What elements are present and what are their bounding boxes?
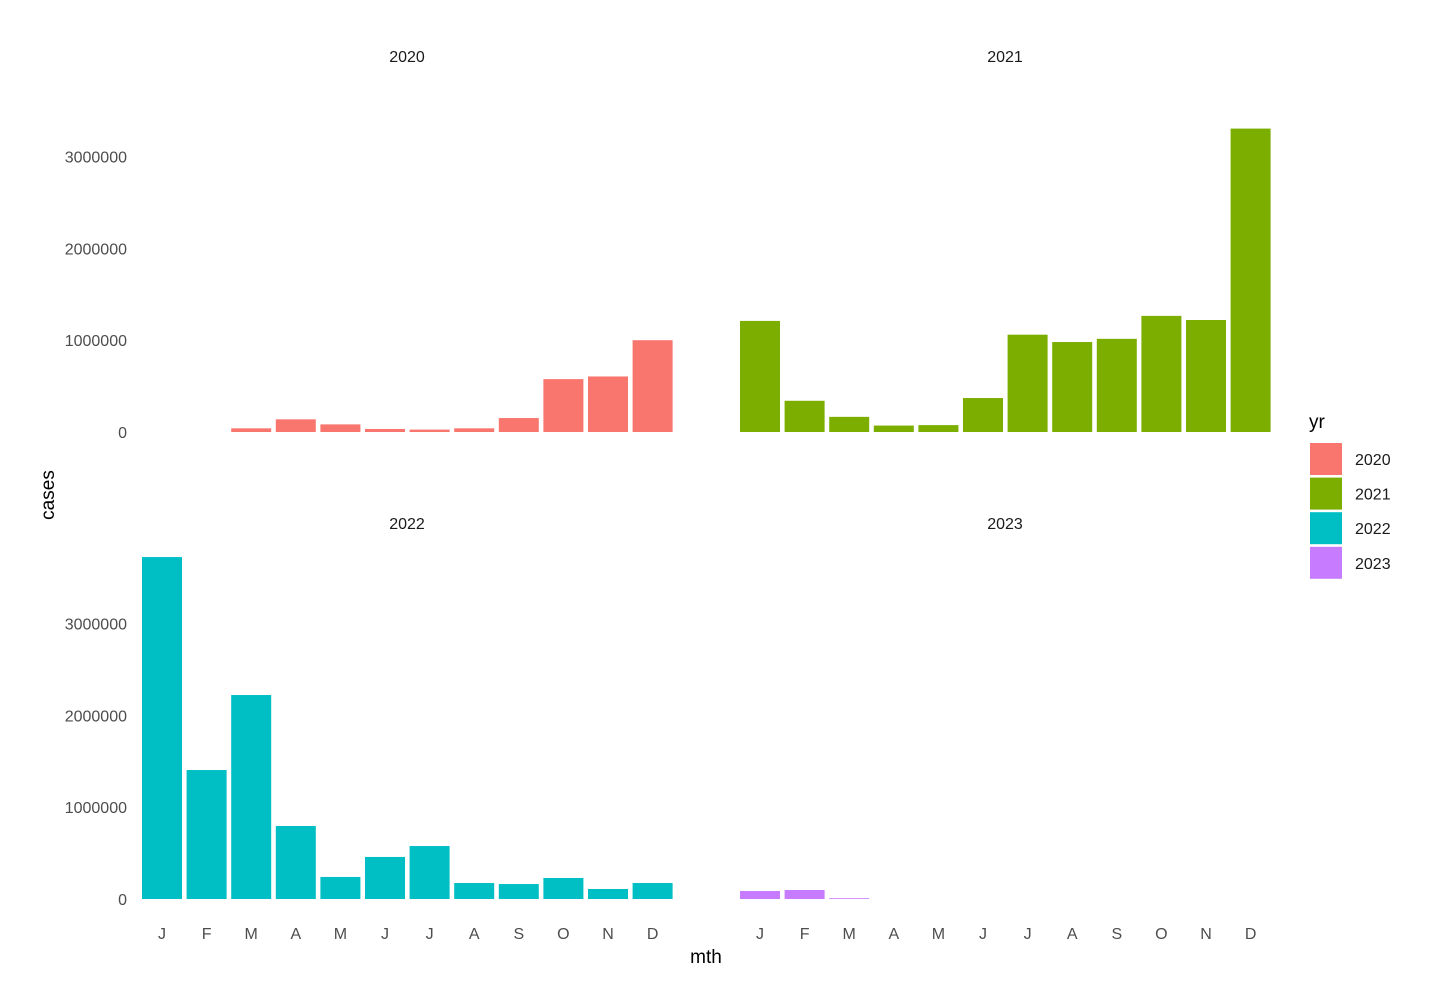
bar-2022-8 [498, 884, 539, 899]
legend-key-2022 [1310, 512, 1342, 545]
x-tick-label: N [602, 926, 614, 943]
x-tick-label: A [888, 926, 899, 943]
panel-title: 2021 [987, 49, 1023, 66]
bar-2023-0 [740, 891, 780, 899]
x-tick-label: J [756, 926, 764, 943]
x-tick-label: J [158, 926, 166, 943]
bar-2022-10 [588, 888, 628, 899]
bar-2020-9 [543, 379, 584, 432]
legend-label: 2020 [1355, 452, 1391, 469]
y-tick-label: 1000000 [65, 800, 127, 817]
bar-2022-3 [275, 826, 316, 899]
x-tick-label: D [647, 926, 659, 943]
bar-2021-6 [1007, 334, 1048, 432]
bar-2021-4 [918, 425, 959, 432]
bar-2020-10 [588, 376, 628, 432]
x-tick-label: J [381, 926, 389, 943]
bar-2021-5 [963, 398, 1003, 432]
bar-2021-7 [1052, 342, 1093, 432]
legend-key-2021 [1310, 477, 1342, 510]
bar-2021-10 [1186, 320, 1226, 432]
bar-2021-8 [1096, 338, 1137, 432]
panel-2020: 2020 0 1000000 2000000 3000000 [65, 49, 673, 442]
bar-2020-6 [409, 429, 450, 432]
panel-title: 2020 [389, 49, 425, 66]
bar-2020-3 [275, 419, 316, 432]
x-tick-label: A [469, 926, 480, 943]
bar-2022-11 [632, 883, 673, 899]
x-tick-label: A [1067, 926, 1078, 943]
x-tick-label: J [1024, 926, 1032, 943]
x-tick-label: M [843, 926, 856, 943]
bar-2021-3 [873, 425, 914, 432]
panel-2023: 2023 J F M A M J J A S O N D [740, 516, 1256, 943]
bar-2021-2 [829, 416, 870, 432]
panel-2021: 2021 [740, 49, 1271, 432]
bar-2021-9 [1141, 315, 1182, 432]
x-tick-label: S [1111, 926, 1122, 943]
panel-title: 2023 [987, 516, 1023, 533]
x-tick-label: O [1155, 926, 1167, 943]
x-tick-label: F [202, 926, 212, 943]
y-tick-label: 0 [118, 892, 127, 909]
legend-key-2020 [1310, 443, 1342, 475]
x-tick-label: M [334, 926, 347, 943]
panel-2022: 2022 0 1000000 2000000 3000000 J F M A M J J A S O N D [65, 516, 673, 943]
y-tick-label: 3000000 [65, 150, 127, 167]
x-axis-title: mth [690, 947, 722, 968]
x-tick-label: M [245, 926, 258, 943]
bar-2020-4 [320, 424, 361, 432]
bar-2020-7 [454, 428, 495, 432]
bar-2020-2 [231, 428, 272, 432]
panel-title: 2022 [389, 516, 425, 533]
bar-2021-0 [740, 320, 780, 432]
x-tick-label: F [800, 926, 810, 943]
bar-2022-5 [365, 856, 405, 899]
legend-label: 2023 [1355, 556, 1391, 573]
y-tick-label: 0 [118, 425, 127, 442]
bar-2022-1 [186, 770, 227, 899]
bar-2021-1 [784, 400, 825, 432]
y-axis-title: cases [38, 470, 59, 520]
bar-2022-4 [320, 876, 361, 899]
x-tick-label: J [979, 926, 987, 943]
bar-2021-11 [1230, 128, 1271, 432]
x-tick-label: O [557, 926, 569, 943]
bar-2023-2 [829, 898, 870, 899]
x-tick-label: M [932, 926, 945, 943]
x-tick-label: A [290, 926, 301, 943]
bar-2022-7 [454, 883, 495, 899]
bar-2022-6 [409, 846, 450, 899]
legend-title: yr [1309, 412, 1326, 433]
bar-2022-9 [543, 877, 584, 899]
bar-2020-5 [365, 428, 405, 432]
bar-2020-8 [498, 418, 539, 432]
x-tick-label: S [513, 926, 524, 943]
legend-key-2023 [1310, 546, 1342, 579]
bar-2022-0 [142, 557, 182, 899]
bar-2023-1 [784, 890, 825, 899]
y-tick-label: 3000000 [65, 617, 127, 634]
y-tick-label: 2000000 [65, 708, 127, 725]
y-tick-label: 1000000 [65, 333, 127, 350]
x-tick-label: D [1245, 926, 1257, 943]
legend-label: 2021 [1355, 487, 1391, 504]
bar-2022-2 [231, 695, 272, 899]
bar-2020-11 [632, 340, 673, 432]
y-tick-label: 2000000 [65, 241, 127, 258]
x-tick-label: N [1200, 926, 1212, 943]
legend-label: 2022 [1355, 521, 1391, 538]
x-tick-label: J [426, 926, 434, 943]
